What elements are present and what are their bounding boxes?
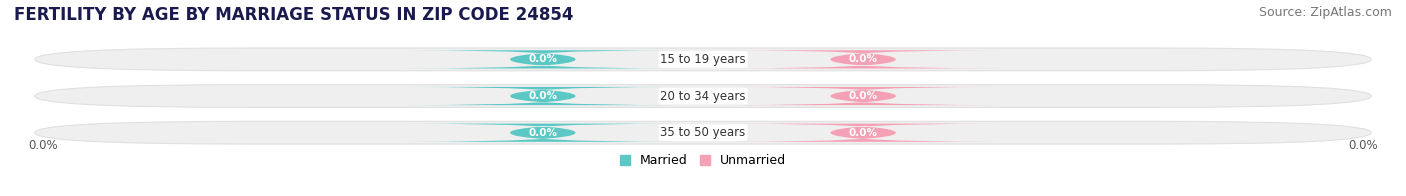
FancyBboxPatch shape [405,124,681,142]
Text: 0.0%: 0.0% [28,139,58,152]
FancyBboxPatch shape [725,87,1001,105]
FancyBboxPatch shape [35,121,1371,144]
Legend: Married, Unmarried: Married, Unmarried [620,154,786,167]
Text: 0.0%: 0.0% [529,91,557,101]
FancyBboxPatch shape [725,124,1001,142]
Text: 0.0%: 0.0% [529,128,557,138]
Text: 15 to 19 years: 15 to 19 years [661,53,745,66]
Text: Source: ZipAtlas.com: Source: ZipAtlas.com [1258,6,1392,19]
FancyBboxPatch shape [35,48,1371,71]
Text: 35 to 50 years: 35 to 50 years [661,126,745,139]
FancyBboxPatch shape [405,50,681,68]
Text: 0.0%: 0.0% [1348,139,1378,152]
FancyBboxPatch shape [35,85,1371,107]
Text: 0.0%: 0.0% [849,91,877,101]
FancyBboxPatch shape [725,50,1001,68]
Text: 0.0%: 0.0% [529,54,557,64]
Text: 0.0%: 0.0% [849,128,877,138]
Text: 20 to 34 years: 20 to 34 years [661,90,745,103]
FancyBboxPatch shape [405,87,681,105]
Text: 0.0%: 0.0% [849,54,877,64]
Text: FERTILITY BY AGE BY MARRIAGE STATUS IN ZIP CODE 24854: FERTILITY BY AGE BY MARRIAGE STATUS IN Z… [14,6,574,24]
